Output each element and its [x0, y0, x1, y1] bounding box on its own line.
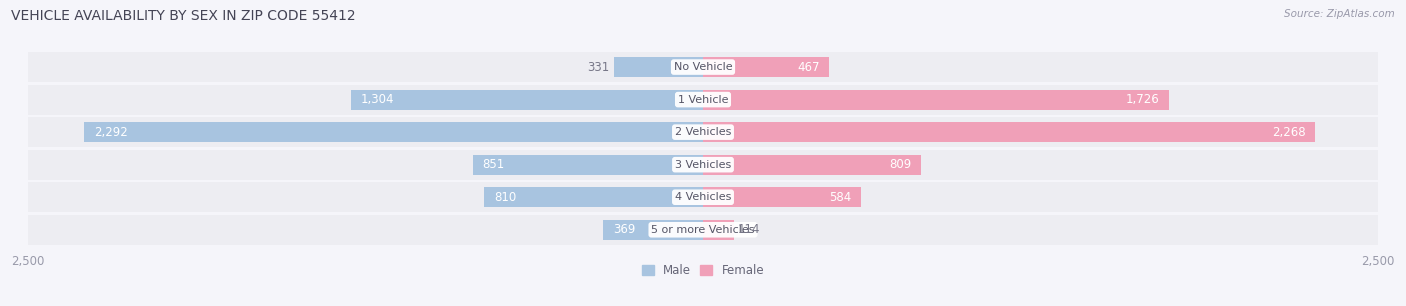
Bar [703, 155, 921, 175]
Bar [28, 215, 1378, 245]
Text: 331: 331 [588, 61, 610, 73]
Text: 1,726: 1,726 [1126, 93, 1160, 106]
Text: 3 Vehicles: 3 Vehicles [675, 160, 731, 170]
Bar [28, 117, 1378, 147]
Text: 114: 114 [738, 223, 761, 236]
Text: 2 Vehicles: 2 Vehicles [675, 127, 731, 137]
Text: 810: 810 [494, 191, 516, 204]
Text: 584: 584 [830, 191, 851, 204]
Text: 467: 467 [797, 61, 820, 73]
Text: 809: 809 [890, 158, 912, 171]
Bar [28, 150, 1378, 180]
Bar [28, 182, 1378, 212]
Bar [603, 220, 703, 240]
Bar [703, 187, 860, 207]
Text: 2,292: 2,292 [94, 126, 128, 139]
Text: 4 Vehicles: 4 Vehicles [675, 192, 731, 202]
Text: 851: 851 [482, 158, 505, 171]
Text: Source: ZipAtlas.com: Source: ZipAtlas.com [1284, 9, 1395, 19]
Bar [703, 57, 830, 77]
Text: 5 or more Vehicles: 5 or more Vehicles [651, 225, 755, 235]
Bar [703, 220, 734, 240]
Text: VEHICLE AVAILABILITY BY SEX IN ZIP CODE 55412: VEHICLE AVAILABILITY BY SEX IN ZIP CODE … [11, 9, 356, 23]
Text: 1 Vehicle: 1 Vehicle [678, 95, 728, 105]
Text: 2,268: 2,268 [1272, 126, 1306, 139]
Bar [28, 85, 1378, 114]
Text: 369: 369 [613, 223, 636, 236]
Bar [28, 52, 1378, 82]
Bar [84, 122, 703, 142]
Bar [613, 57, 703, 77]
Text: 1,304: 1,304 [360, 93, 394, 106]
Text: No Vehicle: No Vehicle [673, 62, 733, 72]
Bar [703, 90, 1168, 110]
Legend: Male, Female: Male, Female [637, 259, 769, 282]
Bar [352, 90, 703, 110]
Bar [484, 187, 703, 207]
Bar [474, 155, 703, 175]
Bar [703, 122, 1315, 142]
